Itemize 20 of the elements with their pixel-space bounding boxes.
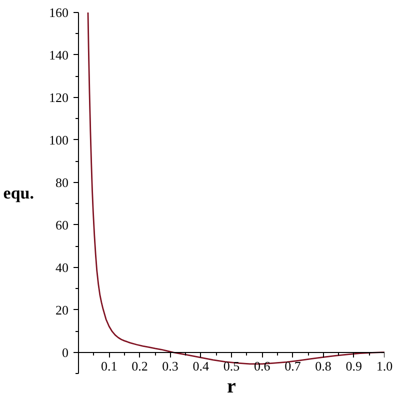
x-tick-label: 0.5 <box>223 358 240 374</box>
x-tick-label: 0.8 <box>315 358 332 374</box>
x-tick-label: 0.2 <box>132 358 148 374</box>
x-tick-label: 0.1 <box>100 358 118 374</box>
x-tick-label: 0.3 <box>162 358 178 374</box>
x-tick-label: 0.7 <box>284 358 302 374</box>
x-axis-title: r <box>227 376 236 398</box>
y-tick-label: 60 <box>56 217 68 232</box>
x-tick-label: 0.9 <box>346 358 362 374</box>
y-axis-title: equ. <box>3 184 34 202</box>
y-tick-label: 140 <box>49 47 68 62</box>
y-tick-label: 120 <box>49 90 68 105</box>
x-tick-label: 1.0 <box>376 358 393 374</box>
y-tick-label: 0 <box>62 344 68 360</box>
x-tick-label: 0.4 <box>192 358 210 374</box>
y-tick-label: 40 <box>56 260 68 275</box>
y-tick-label: 160 <box>49 5 68 20</box>
y-tick-label: 20 <box>56 302 68 318</box>
y-tick-label: 80 <box>56 174 68 190</box>
y-tick-label: 100 <box>49 132 68 148</box>
